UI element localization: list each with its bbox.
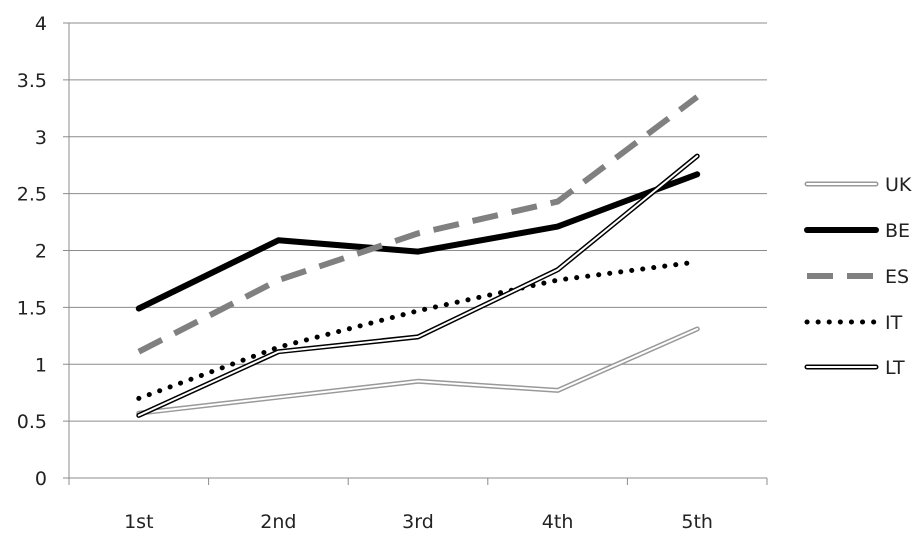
y-tick-label: 2 (35, 241, 47, 263)
x-tick-label: 3rd (402, 511, 434, 533)
legend-item-es: ES (807, 266, 909, 288)
y-tick-label: 3 (35, 127, 47, 149)
legend-item-uk: UK (804, 174, 912, 196)
y-tick-label: 2.5 (17, 184, 47, 206)
legend-item-it: IT (804, 312, 903, 334)
x-axis-tick-labels: 1st 2nd 3rd 4th 5th (124, 511, 713, 533)
y-tick-label: 4 (35, 13, 47, 35)
series-line-be (135, 171, 701, 312)
y-tick-label: 0.5 (17, 411, 47, 433)
series-line-lt-inner (137, 155, 699, 417)
series-lt (136, 153, 700, 418)
x-tick-label: 1st (124, 511, 153, 533)
gridlines (69, 22, 767, 422)
y-tick-label: 0 (35, 468, 47, 490)
x-tick-label: 4th (542, 511, 574, 533)
x-tick-label: 2nd (260, 511, 296, 533)
y-tick-label: 3.5 (17, 70, 47, 92)
series-line-uk-outer (136, 326, 700, 416)
series-lines (135, 94, 701, 418)
legend-label: LT (885, 357, 905, 379)
legend-label: ES (885, 266, 909, 288)
legend-item-lt: LT (804, 357, 905, 379)
axes (63, 22, 768, 485)
legend-label: IT (885, 312, 903, 334)
legend-label: UK (885, 174, 912, 196)
series-be (135, 171, 701, 312)
legend-label: BE (885, 220, 910, 242)
y-tick-label: 1.5 (17, 297, 47, 319)
series-it (136, 259, 700, 401)
series-es (137, 94, 699, 355)
series-uk (136, 326, 700, 416)
legend-item-be: BE (804, 220, 910, 242)
x-tick-label: 5th (681, 511, 713, 533)
series-line-it (136, 259, 700, 401)
y-axis-tick-labels: 0 0.5 1 1.5 2 2.5 3 3.5 4 (17, 13, 47, 490)
y-tick-label: 1 (35, 354, 47, 376)
legend: UK BE ES IT LT (804, 174, 912, 379)
series-line-uk-inner (137, 328, 699, 415)
series-line-es (137, 94, 699, 355)
